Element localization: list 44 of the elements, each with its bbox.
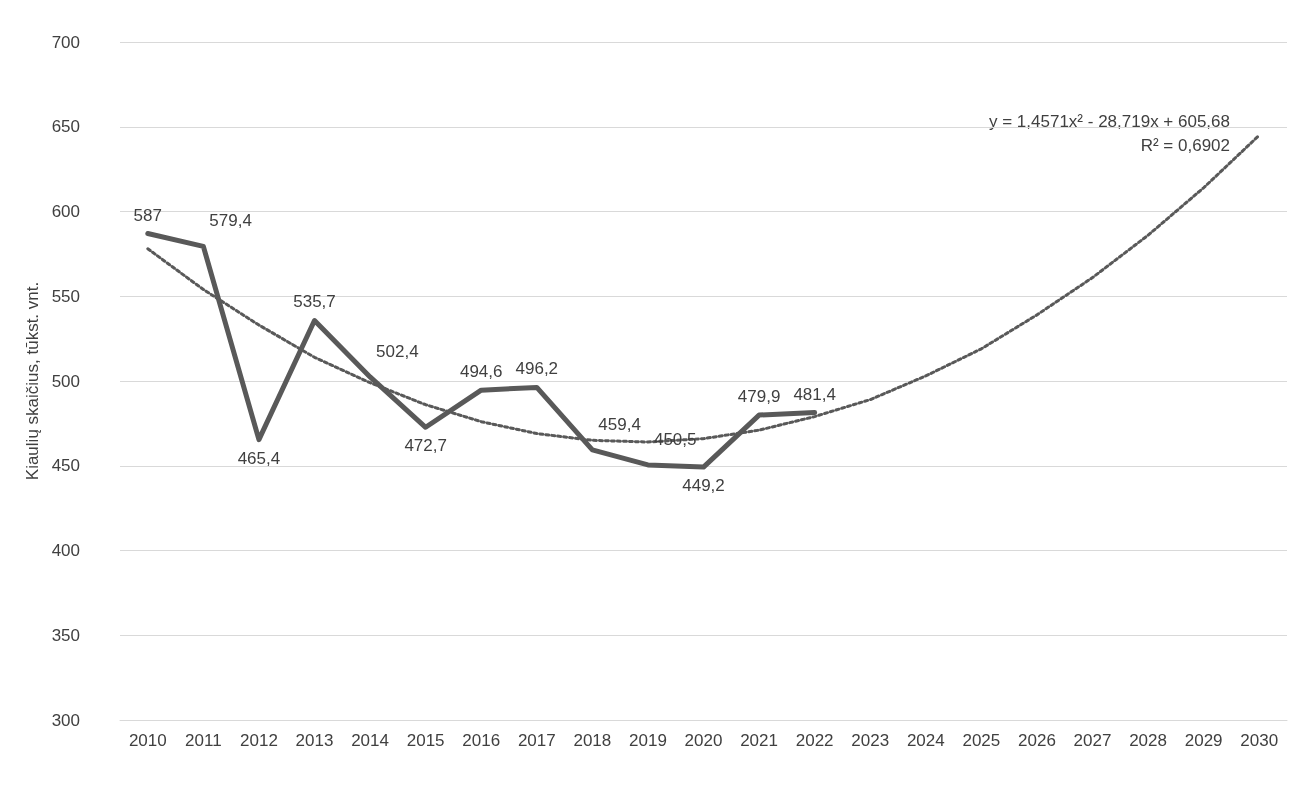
x-tick-label: 2029: [1184, 731, 1223, 750]
x-tick-label: 2012: [240, 731, 278, 750]
x-tick-label: 2019: [629, 731, 667, 750]
data-label: 579,4: [209, 211, 252, 231]
data-label: 535,7: [293, 292, 336, 312]
data-label: 479,9: [737, 387, 781, 407]
x-tick-label: 2015: [406, 731, 445, 750]
x-tick-label: 2014: [351, 731, 389, 750]
x-tick-label: 2021: [740, 731, 778, 750]
x-tick-label: 2011: [185, 731, 222, 750]
data-label: 494,6: [459, 362, 503, 382]
x-tick-label: 2024: [906, 731, 945, 750]
x-tick-label: 2027: [1073, 731, 1112, 750]
data-label: 587: [133, 205, 162, 225]
data-label: 449,2: [682, 476, 725, 496]
x-tick-label: 2023: [851, 731, 890, 750]
annotation: R² = 0,6902: [1140, 136, 1230, 155]
data-label: 481,4: [793, 384, 836, 404]
x-tick-label: 2020: [684, 731, 723, 750]
data-label: 465,4: [237, 448, 281, 468]
data-label: 502,4: [376, 341, 419, 361]
x-tick-label: 2022: [795, 731, 834, 750]
data-label: 472,7: [404, 436, 447, 456]
x-tick-label: 2018: [573, 731, 612, 750]
y-tick-label: 400: [51, 541, 80, 560]
x-tick-label: 2030: [1240, 731, 1279, 750]
y-tick-label: 300: [51, 710, 80, 730]
x-tick-label: 2010: [128, 731, 167, 750]
y-tick-label: 550: [51, 286, 80, 306]
y-tick-label: 450: [51, 456, 80, 476]
x-tick-label: 2017: [517, 731, 556, 750]
y-tick-label: 350: [51, 625, 80, 645]
x-tick-label: 2016: [462, 731, 501, 750]
y-tick-label: 650: [51, 117, 80, 137]
x-tick-label: 2025: [962, 731, 1001, 750]
data-label: 496,2: [515, 359, 559, 379]
x-tick-label: 2028: [1129, 731, 1167, 750]
data-label: 459,4: [598, 414, 641, 434]
x-tick-label: 2026: [1018, 731, 1056, 750]
y-tick-label: 700: [51, 32, 80, 52]
y-axis-title: Kiaulių skaičius, tūkst. vnt.: [22, 281, 42, 481]
y-tick-label: 600: [51, 202, 80, 221]
y-tick-label: 500: [51, 371, 80, 391]
x-tick-label: 2013: [295, 731, 334, 750]
